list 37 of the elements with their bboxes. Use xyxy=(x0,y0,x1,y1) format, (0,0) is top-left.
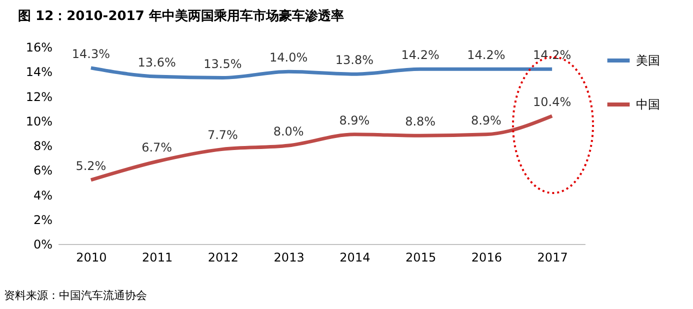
data-label: 8.9% xyxy=(339,113,370,128)
y-tick-label: 14% xyxy=(26,65,52,80)
data-label: 14.0% xyxy=(270,50,308,65)
x-tick-label: 2017 xyxy=(537,250,568,264)
text: 资料来源：中国汽车流通协会 xyxy=(4,288,147,303)
y-tick-label: 10% xyxy=(26,114,52,128)
data-label: 13.6% xyxy=(138,56,176,70)
x-tick-label: 2016 xyxy=(471,250,502,264)
chart-title: 图 12：2010-2017 年中美两国乘用车市场豪车渗透率 xyxy=(18,8,344,24)
data-label: 14.3% xyxy=(72,46,110,61)
data-label: 14.2% xyxy=(533,48,572,62)
y-tick-label: 2% xyxy=(33,212,52,227)
x-tick-label: 2014 xyxy=(340,250,370,264)
data-label: 14.2% xyxy=(467,48,506,62)
data-label: 6.7% xyxy=(142,140,172,155)
legend-label: 美国 xyxy=(636,54,660,68)
y-tick-label: 8% xyxy=(33,139,52,153)
y-tick-label: 0% xyxy=(33,238,52,252)
data-label: 14.2% xyxy=(401,48,440,62)
x-tick-label: 2010 xyxy=(76,250,107,264)
y-tick-label: 4% xyxy=(33,188,52,202)
y-tick-label: 12% xyxy=(26,90,52,104)
x-tick-label: 2013 xyxy=(274,250,304,264)
x-tick-label: 2011 xyxy=(142,250,173,264)
data-label: 8.9% xyxy=(470,113,502,128)
y-tick-label: 6% xyxy=(33,164,52,178)
x-tick-label: 2015 xyxy=(406,250,436,264)
data-label: 8.0% xyxy=(273,124,304,138)
data-label: 7.7% xyxy=(207,128,238,142)
data-label: 5.2% xyxy=(76,158,106,173)
data-label: 13.5% xyxy=(204,56,242,71)
x-tick-label: 2012 xyxy=(208,250,238,264)
data-label: 8.8% xyxy=(405,114,436,129)
legend-label: 中国 xyxy=(636,98,660,112)
y-tick-label: 16% xyxy=(26,40,52,54)
data-label: 10.4% xyxy=(533,94,572,109)
data-label: 13.8% xyxy=(335,53,374,68)
